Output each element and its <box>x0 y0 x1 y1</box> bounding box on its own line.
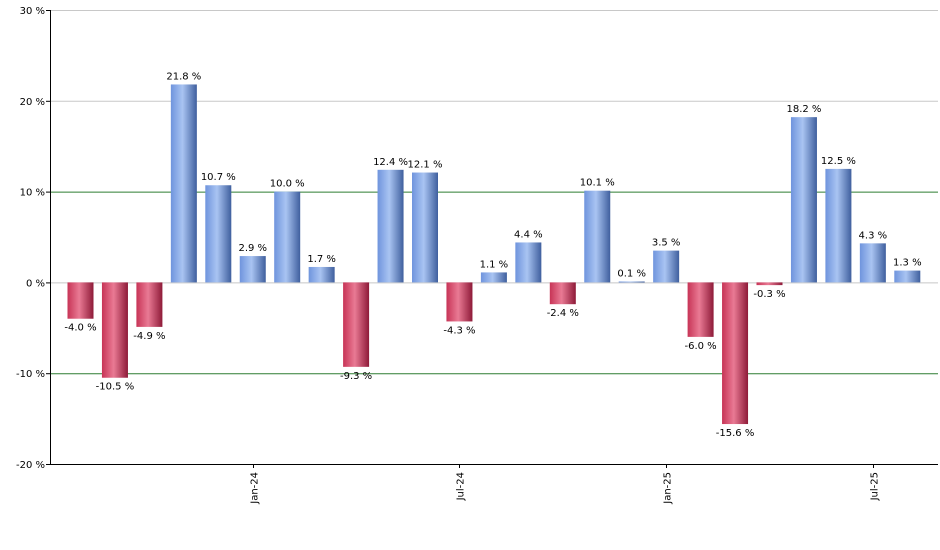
bar-value-label: 10.1 % <box>580 178 615 189</box>
bar <box>446 282 473 322</box>
x-tick-label: Jul-25 <box>870 472 881 501</box>
x-axis-ticks: Jan-24 Jul-24 Jan-25 Jul-25 <box>250 464 881 505</box>
bar-value-label: -4.9 % <box>133 331 165 342</box>
bar <box>825 168 852 283</box>
bar-value-label: 4.3 % <box>859 230 888 241</box>
bar-value-label: 1.1 % <box>480 259 509 270</box>
y-tick-label: 10 % <box>20 188 45 199</box>
bar <box>756 282 783 286</box>
bar-value-label: -4.0 % <box>64 323 96 334</box>
bars <box>67 84 921 425</box>
bar-value-label: 21.8 % <box>166 71 201 82</box>
bar-value-label: 12.1 % <box>408 160 443 171</box>
bar-value-label: -6.0 % <box>684 341 716 352</box>
bar <box>480 272 507 283</box>
bar <box>894 270 921 283</box>
bar <box>136 282 163 327</box>
bar <box>170 84 197 283</box>
bar-value-label: 1.3 % <box>893 258 922 269</box>
bar <box>239 256 266 283</box>
bar <box>584 190 611 283</box>
bar-value-label: -10.5 % <box>96 382 135 393</box>
bar-value-label: -15.6 % <box>716 428 755 439</box>
bar-value-label: 12.5 % <box>821 156 856 167</box>
bar-value-label: 10.7 % <box>201 172 236 183</box>
gridlines <box>50 10 938 375</box>
bar-value-label: -0.3 % <box>753 289 785 300</box>
x-tick-label: Jan-24 <box>250 472 261 505</box>
y-tick-label: -10 % <box>16 369 45 380</box>
y-tick-label: 0 % <box>26 278 45 289</box>
x-tick-label: Jul-24 <box>456 472 467 501</box>
bar-value-label: 2.9 % <box>238 243 267 254</box>
bar-value-label: 18.2 % <box>786 104 821 115</box>
y-axis-ticks: -20 % -10 % 0 % 10 % 20 % 30 % <box>16 6 50 471</box>
bar-value-label: 0.1 % <box>617 268 646 279</box>
bar <box>101 282 128 378</box>
bar <box>653 250 680 283</box>
bar <box>687 282 714 337</box>
bar <box>515 242 542 283</box>
y-tick-label: 30 % <box>20 6 45 17</box>
y-tick-label: -20 % <box>16 460 45 471</box>
y-tick-label: 20 % <box>20 97 45 108</box>
bar <box>412 172 438 283</box>
bar <box>205 185 232 283</box>
bar <box>790 117 817 283</box>
bar-value-label: 1.7 % <box>307 254 336 265</box>
bar-value-label: -4.3 % <box>443 325 475 336</box>
bar <box>308 266 335 283</box>
bar <box>343 282 370 367</box>
bar <box>859 243 886 283</box>
bar-value-label: 4.4 % <box>514 229 543 240</box>
bar-value-label: -9.3 % <box>340 371 372 382</box>
bar-value-label: -2.4 % <box>547 308 579 319</box>
bar <box>377 169 404 283</box>
x-tick-label: Jan-25 <box>663 472 674 505</box>
bar-value-label: 12.4 % <box>373 157 408 168</box>
bar <box>722 282 749 425</box>
bar <box>67 282 94 319</box>
bar-value-label: 3.5 % <box>652 238 681 249</box>
bar <box>274 191 301 283</box>
bar <box>618 281 645 283</box>
bar <box>549 282 576 305</box>
data-labels: -4.0 % -10.5 % -4.9 % 21.8 % 10.7 % 2.9 % 10.0… <box>64 71 921 439</box>
bar-value-label: 10.0 % <box>270 179 305 190</box>
